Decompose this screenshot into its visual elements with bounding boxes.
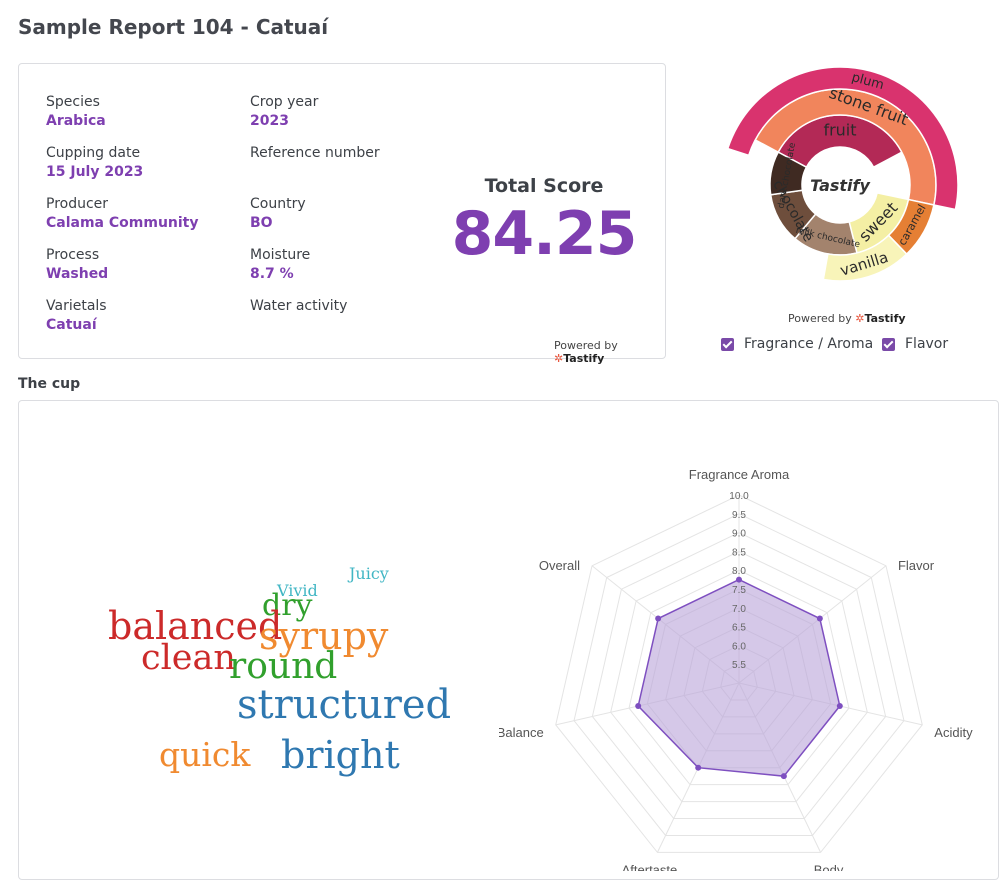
- word-cloud-word: syrupy: [259, 614, 389, 658]
- wheel-segment-vanilla[interactable]: [822, 234, 908, 282]
- crop-year-label: Crop year: [250, 94, 319, 110]
- country-label: Country: [250, 196, 306, 212]
- radar-data-point[interactable]: [695, 764, 702, 771]
- cupping-date-label: Cupping date: [46, 145, 141, 161]
- radar-tick-label: 8.0: [732, 566, 746, 577]
- wheel-segment-plum[interactable]: [726, 66, 959, 211]
- word-cloud-word: clean: [141, 638, 236, 678]
- producer-value: Calama Community: [46, 215, 199, 231]
- total-score-title: Total Score: [484, 175, 604, 197]
- word-cloud-word: Juicy: [349, 564, 389, 583]
- radar-tick-label: 6.5: [732, 623, 746, 634]
- cup-card: Juicy Vivid dry balanced syrupy clean round str…: [18, 400, 999, 880]
- radar-series-area: [637, 578, 841, 777]
- radar-axis-label: Acidity: [934, 725, 973, 740]
- radar-tick-label: 5.5: [732, 660, 746, 671]
- cupping-date-value: 15 July 2023: [46, 164, 144, 180]
- word-cloud-word: round: [229, 646, 338, 687]
- tastify-logo-icon: ✲: [554, 352, 564, 365]
- species-label: Species: [46, 94, 100, 110]
- radar-data-point[interactable]: [816, 615, 823, 622]
- producer-field: Producer Calama Community: [46, 195, 199, 233]
- varietals-value: Catuaí: [46, 317, 97, 333]
- moisture-field: Moisture 8.7 %: [250, 246, 310, 284]
- crop-year-field: Crop year 2023: [250, 93, 318, 131]
- water-activity-label: Water activity: [250, 298, 348, 314]
- moisture-value: 8.7 %: [250, 266, 294, 282]
- checkbox-fragrance-aroma[interactable]: [721, 337, 734, 351]
- moisture-label: Moisture: [250, 247, 311, 263]
- radar-tick-label: 9.0: [732, 529, 746, 540]
- cup-section-title: The cup: [18, 376, 81, 392]
- word-cloud-word: dry: [262, 588, 313, 623]
- radar-grid-ring: [610, 550, 868, 803]
- word-cloud-word: quick: [159, 735, 251, 774]
- varietals-label: Varietals: [46, 298, 107, 314]
- radar-tick-label: 7.0: [732, 604, 746, 615]
- legend-flavor-label: Flavor: [905, 336, 949, 352]
- radar-axis-label: Fragrance Aroma: [689, 467, 790, 482]
- radar-tick-label: 7.5: [732, 585, 746, 596]
- producer-label: Producer: [46, 196, 109, 212]
- checkbox-flavor[interactable]: [882, 337, 895, 351]
- word-cloud-word: balanced: [108, 604, 283, 648]
- legend-fragrance-aroma[interactable]: Fragrance / Aroma: [721, 336, 873, 352]
- wheel-center: [803, 148, 877, 222]
- reference-number-label: Reference number: [250, 145, 380, 161]
- total-score-value: 84.25: [451, 199, 638, 269]
- radar-axis-label: Body: [814, 862, 844, 871]
- wheel-tastify-brand: Tastify: [864, 312, 906, 325]
- radar-axis-label: Balance: [499, 725, 544, 740]
- word-cloud-word: structured: [237, 682, 452, 728]
- country-value: BO: [250, 215, 273, 231]
- water-activity-field: Water activity: [250, 297, 347, 316]
- radar-data-point[interactable]: [780, 773, 787, 780]
- process-field: Process Washed: [46, 246, 108, 284]
- crop-year-value: 2023: [250, 113, 289, 129]
- country-field: Country BO: [250, 195, 306, 233]
- radar-tick-label: 9.5: [732, 510, 746, 521]
- process-value: Washed: [46, 266, 109, 282]
- radar-data-point[interactable]: [736, 576, 742, 583]
- wheel-tastify-logo-icon: ✲: [855, 312, 865, 325]
- wheel-powered-by-tastify[interactable]: Powered by ✲Tastify: [788, 312, 906, 325]
- powered-by-tastify[interactable]: Powered by ✲Tastify: [554, 339, 665, 365]
- wheel-segment-fruit-label: fruit: [823, 121, 856, 140]
- radar-axis-label: Flavor: [898, 558, 935, 573]
- reference-number-field: Reference number: [250, 144, 380, 163]
- process-label: Process: [46, 247, 100, 263]
- radar-grid-ring: [573, 513, 905, 836]
- page-title: Sample Report 104 - Catuaí: [18, 15, 329, 39]
- radar-grid-ring: [555, 494, 923, 853]
- radar-grid-ring: [628, 569, 850, 786]
- species-field: Species Arabica: [46, 93, 106, 131]
- word-cloud-word: bright: [281, 733, 400, 777]
- radar-chart: 5.5 6.0 6.5 7.0 7.5 8.0 8.5 9.0 9.5 10.0 Fragrance…: [499, 467, 973, 871]
- radar-tick-label: 10.0: [729, 491, 749, 502]
- legend-flavor[interactable]: Flavor: [882, 336, 948, 352]
- radar-data-point[interactable]: [836, 703, 843, 710]
- radar-grid-ring: [591, 532, 887, 820]
- powered-by-text: Powered by: [554, 339, 618, 352]
- word-cloud-word: Vivid: [277, 581, 318, 600]
- radar-tick-label: 6.0: [732, 641, 746, 652]
- radar-data-point[interactable]: [655, 615, 662, 622]
- radar-axis-label: Overall: [539, 558, 580, 573]
- varietals-field: Varietals Catuaí: [46, 297, 107, 335]
- sample-info-card: Species Arabica Crop year 2023 Cupping d…: [18, 63, 666, 365]
- radar-axis-label: Aftertaste: [622, 862, 678, 871]
- tastify-brand: Tastify: [563, 352, 605, 365]
- radar-data-point[interactable]: [635, 703, 642, 710]
- wheel-powered-by-text: Powered by: [788, 312, 852, 325]
- cupping-date-field: Cupping date 15 July 2023: [46, 144, 143, 182]
- species-value: Arabica: [46, 113, 106, 129]
- flavor-wheel: fruit sweet milk chocolate chocolate dark ch…: [700, 58, 980, 308]
- wheel-center-label: Tastify: [810, 176, 870, 195]
- legend-fragrance-aroma-label: Fragrance / Aroma: [744, 336, 874, 352]
- radar-tick-label: 8.5: [732, 547, 746, 558]
